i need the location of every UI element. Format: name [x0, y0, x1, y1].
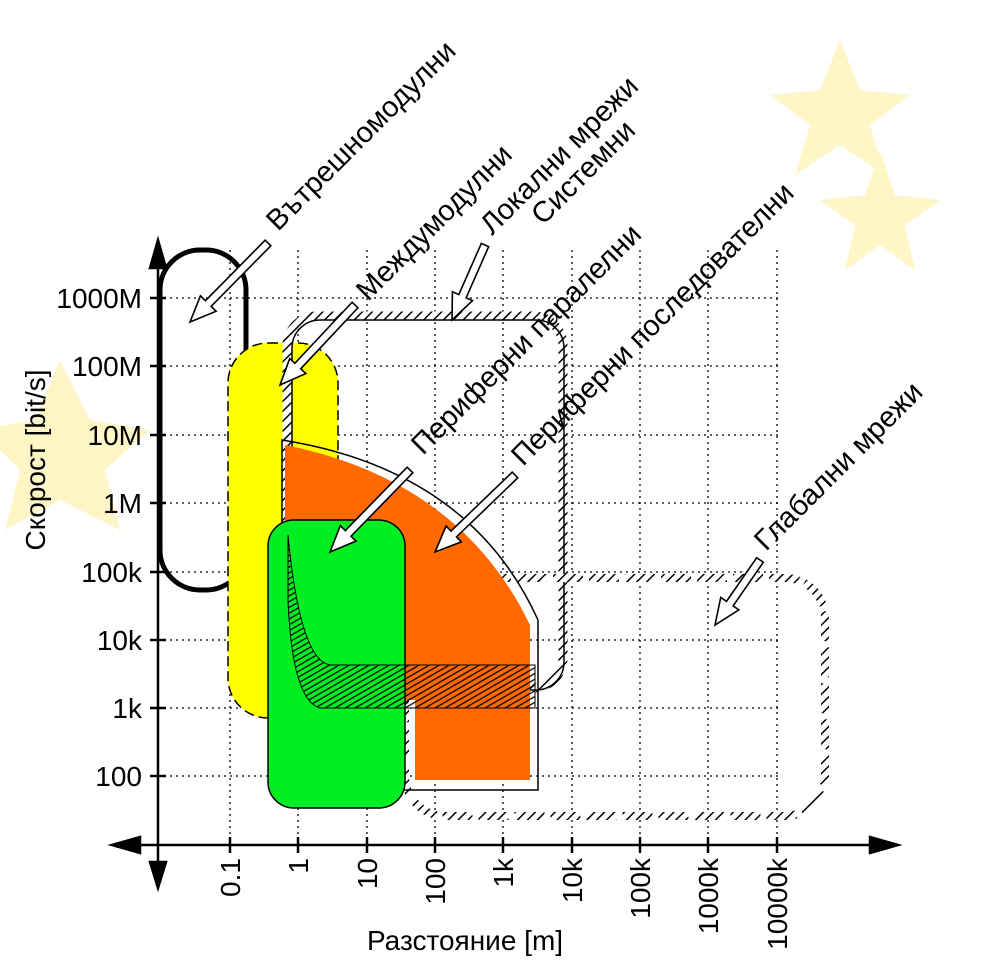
background-stars: [0, 40, 940, 530]
x-tick-label: 1000k: [693, 857, 724, 934]
y-tick-label: 10M: [88, 420, 142, 451]
arrow: [451, 242, 490, 322]
region-label: Глабални мрежи: [748, 376, 929, 557]
x-tick-label: 100: [420, 858, 451, 905]
y-tick-label: 1k: [112, 693, 143, 724]
region-parallel: [267, 519, 406, 809]
x-tick-label: 1k: [488, 857, 519, 888]
x-tick-label: 100k: [625, 857, 656, 919]
y-tick-label: 1M: [103, 488, 142, 519]
y-tick-label: 100: [95, 761, 142, 792]
arrow: [713, 556, 765, 627]
x-axis-label: Разстояние [m]: [367, 925, 563, 956]
arrow: [188, 239, 272, 324]
y-tick-label: 1000M: [56, 283, 142, 314]
y-tick-label: 100k: [81, 557, 143, 588]
axes: [107, 235, 903, 893]
x-tick-label: 10: [352, 858, 383, 889]
y-tick-label: 100M: [72, 351, 142, 382]
region-label: Периферни паралелни: [405, 218, 648, 461]
arrow: [328, 466, 414, 554]
arrow: [433, 470, 519, 554]
y-axis-label: Скорост [bit/s]: [20, 369, 51, 550]
x-tick-label: 0.1: [215, 858, 246, 897]
region-serial-outline: [281, 439, 539, 791]
region-parallel-band: [287, 534, 536, 709]
x-tick-label: 10k: [557, 857, 588, 903]
y-tick-label: 10k: [97, 625, 143, 656]
x-tick-label: 10000k: [762, 857, 793, 950]
arrow: [278, 301, 360, 387]
x-tick-label: 1: [283, 858, 314, 874]
